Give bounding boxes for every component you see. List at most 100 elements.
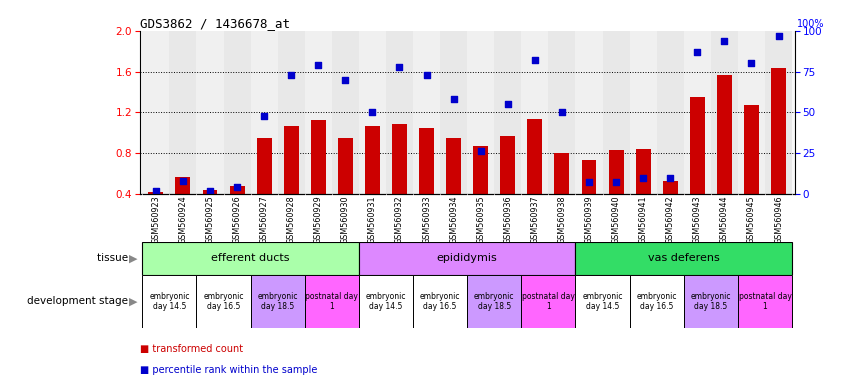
Text: GSM560930: GSM560930 [341,195,350,244]
Bar [197,275,251,328]
Point [149,188,162,194]
Text: embryonic
day 14.5: embryonic day 14.5 [149,292,189,311]
Bar [386,31,413,194]
Bar [473,146,488,194]
Bar [176,177,190,194]
Bar [738,275,792,328]
Bar [467,275,521,328]
Bar [771,68,786,194]
Bar [359,275,413,328]
Text: embryonic
day 16.5: embryonic day 16.5 [637,292,677,311]
Point [420,72,433,78]
Text: 100%: 100% [797,19,825,29]
Point [339,76,352,83]
Bar [521,275,575,328]
Bar [413,31,440,194]
Text: GSM560936: GSM560936 [503,195,512,244]
Point [610,179,623,185]
Bar [467,31,495,194]
Bar [392,124,407,194]
Bar [684,31,711,194]
Text: embryonic
day 14.5: embryonic day 14.5 [366,292,406,311]
Text: embryonic
day 18.5: embryonic day 18.5 [690,292,731,311]
Bar [257,138,272,194]
Bar [630,31,657,194]
Text: vas deferens: vas deferens [648,253,720,263]
Text: GSM560941: GSM560941 [638,195,648,244]
Text: epididymis: epididymis [436,253,498,263]
Bar [602,31,630,194]
Text: GSM560943: GSM560943 [693,195,701,244]
Bar [203,190,218,194]
Point [772,33,785,39]
Text: GSM560929: GSM560929 [314,195,323,244]
Text: ▶: ▶ [130,296,138,306]
Bar [521,31,548,194]
Bar [717,74,732,194]
Bar [527,119,542,194]
Bar [230,186,245,194]
Text: GSM560937: GSM560937 [531,195,539,244]
Text: ■ transformed count: ■ transformed count [140,344,243,354]
Bar [636,149,651,194]
Text: GSM560939: GSM560939 [584,195,594,244]
Text: GSM560931: GSM560931 [368,195,377,244]
Point [744,60,758,66]
Bar [304,31,332,194]
Text: postnatal day
1: postnatal day 1 [522,292,575,311]
Text: GSM560946: GSM560946 [774,195,783,244]
Text: ■ percentile rank within the sample: ■ percentile rank within the sample [140,365,317,375]
Bar [684,275,738,328]
Bar [630,275,684,328]
Text: postnatal day
1: postnatal day 1 [305,292,358,311]
Bar [575,242,792,275]
Bar [548,31,575,194]
Bar [142,275,197,328]
Bar [663,180,678,194]
Text: GSM560942: GSM560942 [666,195,674,244]
Bar [311,121,325,194]
Point [528,57,542,63]
Point [393,63,406,70]
Point [447,96,460,103]
Text: GSM560940: GSM560940 [611,195,621,244]
Point [501,101,515,107]
Bar [304,275,359,328]
Bar [744,105,759,194]
Bar [657,31,684,194]
Text: GSM560928: GSM560928 [287,195,296,244]
Bar [169,31,197,194]
Bar [338,138,352,194]
Bar [365,126,380,194]
Bar [142,242,359,275]
Bar [447,138,461,194]
Text: ▶: ▶ [130,253,138,263]
Point [366,109,379,115]
Text: postnatal day
1: postnatal day 1 [738,292,791,311]
Bar [278,31,304,194]
Bar [359,31,386,194]
Text: tissue: tissue [97,253,131,263]
Point [664,175,677,181]
Text: GSM560927: GSM560927 [260,195,268,244]
Bar [251,275,304,328]
Text: GSM560924: GSM560924 [178,195,188,244]
Bar [359,242,575,275]
Text: GSM560933: GSM560933 [422,195,431,244]
Bar [283,126,299,194]
Bar [738,31,765,194]
Text: GSM560932: GSM560932 [395,195,404,244]
Bar [251,31,278,194]
Text: embryonic
day 16.5: embryonic day 16.5 [204,292,244,311]
Point [637,175,650,181]
Bar [224,31,251,194]
Text: embryonic
day 18.5: embryonic day 18.5 [474,292,515,311]
Point [311,62,325,68]
Bar [440,31,467,194]
Bar [582,160,596,194]
Bar [495,31,521,194]
Point [204,188,217,194]
Text: embryonic
day 18.5: embryonic day 18.5 [257,292,298,311]
Text: GSM560938: GSM560938 [558,195,567,244]
Bar [609,150,623,194]
